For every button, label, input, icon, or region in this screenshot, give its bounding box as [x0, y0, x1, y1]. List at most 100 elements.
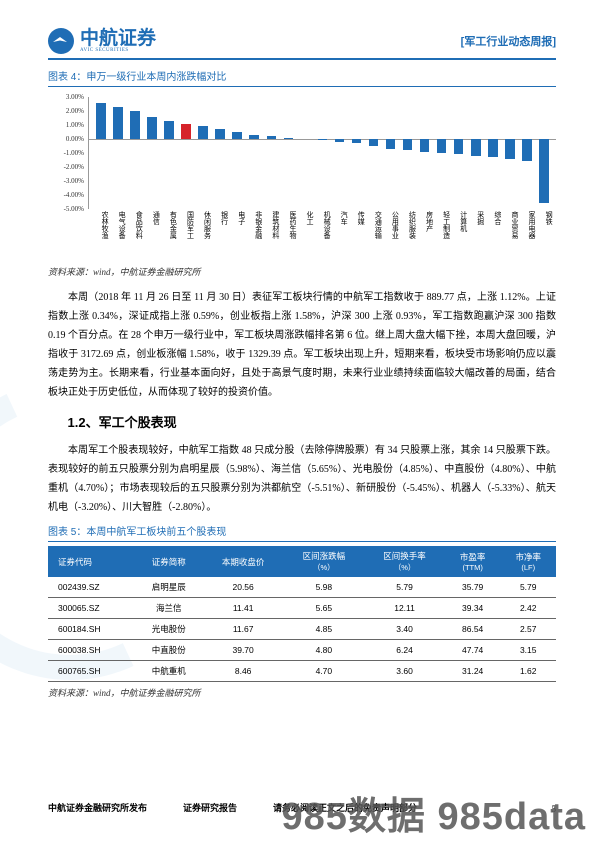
chart-bar [164, 121, 174, 139]
chart-bar [130, 111, 140, 139]
x-category-label: 轻工制造 [434, 211, 450, 257]
chart-y-axis: 3.00%2.00%1.00%0.00%-1.00%-2.00%-3.00%-4… [48, 97, 86, 209]
x-category-label: 纺织服装 [399, 211, 415, 257]
chart-bar [539, 139, 549, 203]
page-header: 中航证券 AVIC SECURITIES [军工行业动态周报] [48, 28, 556, 60]
page-content: 中航证券 AVIC SECURITIES [军工行业动态周报] 图表 4：申万一… [0, 0, 596, 699]
figure4-source: 资料来源：wind，中航证券金融研究所 [48, 265, 556, 278]
bar-slot [434, 97, 450, 209]
table-cell: 12.11 [364, 598, 445, 619]
y-tick-label: 3.00% [66, 93, 84, 101]
x-category-label: 通信 [143, 211, 159, 257]
report-category: [军工行业动态周报] [461, 33, 556, 49]
x-category-label: 房地产 [416, 211, 432, 257]
table-cell: 5.79 [500, 577, 556, 598]
chart-bar [454, 139, 464, 154]
chart-plot [88, 97, 556, 209]
chart-bar [198, 126, 208, 139]
bar-slot [212, 97, 228, 209]
x-category-label: 公用事业 [382, 211, 398, 257]
table-cell: 11.41 [203, 598, 284, 619]
table-cell: 中直股份 [135, 640, 203, 661]
logo-text-en: AVIC SECURITIES [80, 48, 156, 53]
bar-slot [127, 97, 143, 209]
watermark: 985数据 985data [282, 785, 587, 840]
table-cell: 3.40 [364, 619, 445, 640]
logo-icon [48, 28, 74, 54]
x-category-label: 非银金融 [246, 211, 262, 257]
table-row: 300065.SZ海兰信11.415.6512.1139.342.42 [48, 598, 556, 619]
chart-bar [267, 136, 277, 139]
table-cell: 5.65 [283, 598, 364, 619]
chart-bar [471, 139, 481, 156]
table-cell: 35.79 [445, 577, 501, 598]
table-column-header: 区间换手率（%） [364, 546, 445, 577]
figure5-source: 资料来源：wind，中航证券金融研究所 [48, 686, 556, 699]
x-category-label: 商业贸易 [502, 211, 518, 257]
table-cell: 4.85 [283, 619, 364, 640]
bar-slot [144, 97, 160, 209]
chart-bars [93, 97, 552, 209]
chart-bar [369, 139, 379, 146]
x-category-label: 银行 [212, 211, 228, 257]
bar-slot [468, 97, 484, 209]
table-cell: 31.24 [445, 661, 501, 682]
chart-bar [352, 139, 362, 143]
figure4-chart: 3.00%2.00%1.00%0.00%-1.00%-2.00%-3.00%-4… [48, 91, 556, 261]
x-category-label: 有色金属 [160, 211, 176, 257]
x-category-label: 机械设备 [314, 211, 330, 257]
x-category-label: 家用电器 [519, 211, 535, 257]
table-cell: 39.70 [203, 640, 284, 661]
bar-slot [417, 97, 433, 209]
x-category-label: 国防军工 [177, 211, 193, 257]
bar-slot [110, 97, 126, 209]
bar-slot [280, 97, 296, 209]
bar-slot [178, 97, 194, 209]
table-cell: 600184.SH [48, 619, 135, 640]
y-tick-label: -4.00% [64, 191, 84, 199]
bar-slot [400, 97, 416, 209]
x-category-label: 钢铁 [536, 211, 552, 257]
chart-bar [181, 124, 191, 139]
table-header-row: 证券代码证券简称本期收盘价区间涨跌幅（%）区间换手率（%）市盈率(TTM)市净率… [48, 546, 556, 577]
table-cell: 86.54 [445, 619, 501, 640]
bar-slot [485, 97, 501, 209]
bar-slot [263, 97, 279, 209]
bar-slot [297, 97, 313, 209]
bar-slot [314, 97, 330, 209]
chart-bar [437, 139, 447, 153]
table-column-header: 证券简称 [135, 546, 203, 577]
chart-bar [420, 139, 430, 152]
table-row: 600038.SH中直股份39.704.806.2447.743.15 [48, 640, 556, 661]
table-column-header: 证券代码 [48, 546, 135, 577]
table-cell: 4.70 [283, 661, 364, 682]
bar-slot [519, 97, 535, 209]
table-cell: 2.57 [500, 619, 556, 640]
x-category-label: 交通运输 [365, 211, 381, 257]
footer-issuer: 中航证券金融研究所发布 [48, 801, 147, 814]
table-cell: 11.67 [203, 619, 284, 640]
x-category-label: 食品饮料 [126, 211, 142, 257]
x-category-label: 传媒 [348, 211, 364, 257]
bar-slot [348, 97, 364, 209]
table-cell: 5.79 [364, 577, 445, 598]
x-category-label: 综合 [485, 211, 501, 257]
x-category-label: 农林牧渔 [92, 211, 108, 257]
bar-slot [331, 97, 347, 209]
chart-bar [232, 132, 242, 139]
x-category-label: 休闲服务 [194, 211, 210, 257]
y-tick-label: -3.00% [64, 177, 84, 185]
table-cell: 3.60 [364, 661, 445, 682]
x-category-label: 医药生物 [280, 211, 296, 257]
bar-slot [366, 97, 382, 209]
table-cell: 2.42 [500, 598, 556, 619]
y-tick-label: -1.00% [64, 149, 84, 157]
x-category-label: 建筑材料 [263, 211, 279, 257]
section-1-2-heading: 1.2、军工个股表现 [68, 412, 557, 431]
y-tick-label: 1.00% [66, 121, 84, 129]
table-cell: 1.62 [500, 661, 556, 682]
bar-slot [246, 97, 262, 209]
bar-slot [93, 97, 109, 209]
x-category-label: 电子 [229, 211, 245, 257]
table-column-header: 市净率(LF) [500, 546, 556, 577]
